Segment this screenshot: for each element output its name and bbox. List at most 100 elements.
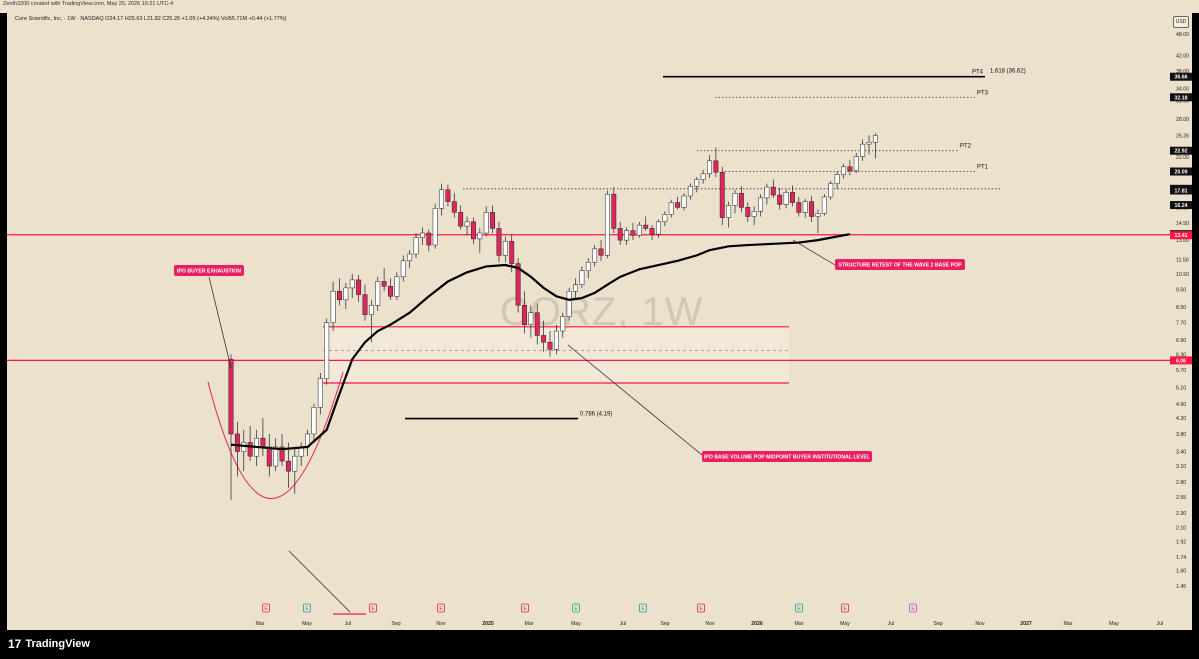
price-badge — [1170, 186, 1192, 195]
candle-body — [828, 183, 834, 198]
time-tick-label: 2025 — [482, 621, 494, 627]
candle-body — [630, 230, 636, 236]
chart-frame[interactable] — [7, 13, 1192, 630]
price-badge-label: 13.41 — [1175, 233, 1188, 239]
earnings-marker-label: E — [843, 606, 847, 612]
candle-body — [528, 312, 534, 325]
candle-body — [273, 446, 279, 467]
candle-body — [413, 237, 419, 255]
candle-body — [643, 224, 649, 229]
candle-body — [343, 287, 349, 301]
candle-body — [719, 171, 725, 218]
earnings-marker — [572, 603, 580, 613]
candle-body — [432, 208, 438, 246]
candle-body — [707, 160, 712, 175]
candle-body — [604, 193, 610, 256]
price-tick-label: 14.50 — [1176, 221, 1189, 227]
level-label: PT1 — [977, 165, 989, 171]
candle-body — [726, 205, 732, 218]
candle-body — [713, 160, 719, 173]
tradingview-brand-text: TradingView — [25, 638, 90, 650]
candle-body — [700, 173, 706, 180]
price-tick-label: 34.00 — [1176, 87, 1189, 93]
price-tick-label: 1.60 — [1176, 568, 1186, 574]
time-tick-label: Jul — [888, 621, 895, 627]
time-tick-label: May — [302, 621, 312, 627]
price-badge — [1170, 356, 1192, 365]
time-tick-label: Mar — [525, 621, 534, 627]
candle-body — [464, 221, 470, 227]
candle-body — [860, 143, 866, 157]
level-label: PT2 — [960, 144, 972, 150]
price-tick-label: 38.00 — [1176, 69, 1189, 75]
candle-body — [375, 281, 381, 306]
time-tick-label: 2027 — [1020, 621, 1032, 627]
candle-body — [553, 330, 559, 350]
candle-body — [458, 212, 464, 227]
candle-body — [764, 186, 770, 199]
candle-body — [260, 437, 266, 448]
time-tick-label: Mar — [1064, 621, 1073, 627]
candle-body — [783, 192, 789, 205]
candle-body — [796, 202, 802, 213]
candle-body — [656, 221, 661, 235]
price-tick-label: 7.70 — [1176, 321, 1186, 327]
symbol-legend[interactable]: Core Scientific, Inc. · 1W · NASDAQ O24.… — [15, 16, 287, 22]
candle-body — [330, 290, 336, 323]
level-label: PT3 — [977, 90, 989, 96]
earnings-marker — [697, 603, 705, 613]
price-tick-label: 3.10 — [1176, 464, 1186, 470]
price-badge — [1170, 146, 1192, 155]
horizontal-levels: PT4 PT3 PT2 PT1 0.786 (4.19) 1.618 (36.62) — [7, 69, 1170, 420]
time-tick-label: Jul — [1157, 621, 1164, 627]
candle-body — [598, 248, 604, 256]
candle-body — [477, 232, 483, 240]
time-tick-label: Mar — [256, 621, 265, 627]
candle-body — [228, 359, 234, 435]
candle-body — [573, 284, 578, 292]
candle-body — [356, 279, 362, 295]
price-badge-label: 22.92 — [1175, 149, 1188, 155]
earnings-marker-label: E — [797, 606, 801, 612]
currency-button[interactable]: USD — [1173, 16, 1189, 28]
candle-body — [841, 166, 846, 175]
candle-body — [847, 166, 853, 171]
candle-body — [560, 316, 566, 332]
price-tick-label: 6.30 — [1176, 352, 1186, 358]
candle-body — [662, 214, 668, 223]
earnings-marker — [262, 603, 270, 613]
callout-arrow — [792, 239, 836, 266]
time-tick-label: Nov — [436, 621, 446, 627]
level-label: 0.786 (4.19) — [580, 412, 612, 418]
price-tick-label: 13.00 — [1176, 238, 1189, 244]
price-tick-label: 4.60 — [1176, 402, 1186, 408]
candle-body — [585, 261, 591, 272]
time-tick-label: Jul — [345, 621, 352, 627]
candle-body — [490, 212, 496, 229]
earnings-marker-label: E — [699, 606, 703, 612]
candle-body — [866, 141, 872, 145]
candle-body — [470, 221, 476, 240]
candle-body — [234, 433, 240, 452]
candle-body — [279, 446, 285, 462]
price-tick-label: 1.92 — [1176, 540, 1186, 546]
candle-body — [292, 455, 298, 472]
price-tick-label: 5.70 — [1176, 368, 1186, 374]
earnings-marker-label: E — [371, 606, 375, 612]
earnings-marker-label: E — [911, 606, 915, 612]
callout-box — [174, 265, 244, 276]
candle-body — [394, 276, 400, 297]
earnings-marker-label: E — [305, 606, 309, 612]
time-tick-label: Sep — [660, 621, 669, 627]
candle-body — [451, 201, 457, 213]
sma-line — [230, 233, 851, 451]
earnings-marker — [795, 603, 803, 613]
level-label: PT4 — [972, 70, 984, 76]
candle-body — [745, 207, 751, 217]
tradingview-logo[interactable]: 17 TradingView — [8, 637, 90, 651]
candle-body — [681, 195, 687, 208]
candle-body — [668, 202, 674, 215]
callout-box — [702, 451, 872, 462]
callout-text: IPO BUYER EXHAUSTION — [177, 269, 241, 275]
